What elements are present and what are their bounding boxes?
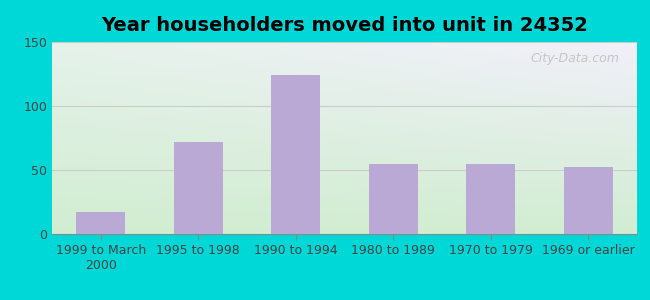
Bar: [564, 167, 612, 234]
Bar: [77, 212, 125, 234]
Bar: [369, 164, 417, 234]
Bar: [174, 142, 222, 234]
Bar: [272, 75, 320, 234]
Text: City-Data.com: City-Data.com: [530, 52, 619, 64]
Title: Year householders moved into unit in 24352: Year householders moved into unit in 243…: [101, 16, 588, 35]
Bar: [467, 164, 515, 234]
